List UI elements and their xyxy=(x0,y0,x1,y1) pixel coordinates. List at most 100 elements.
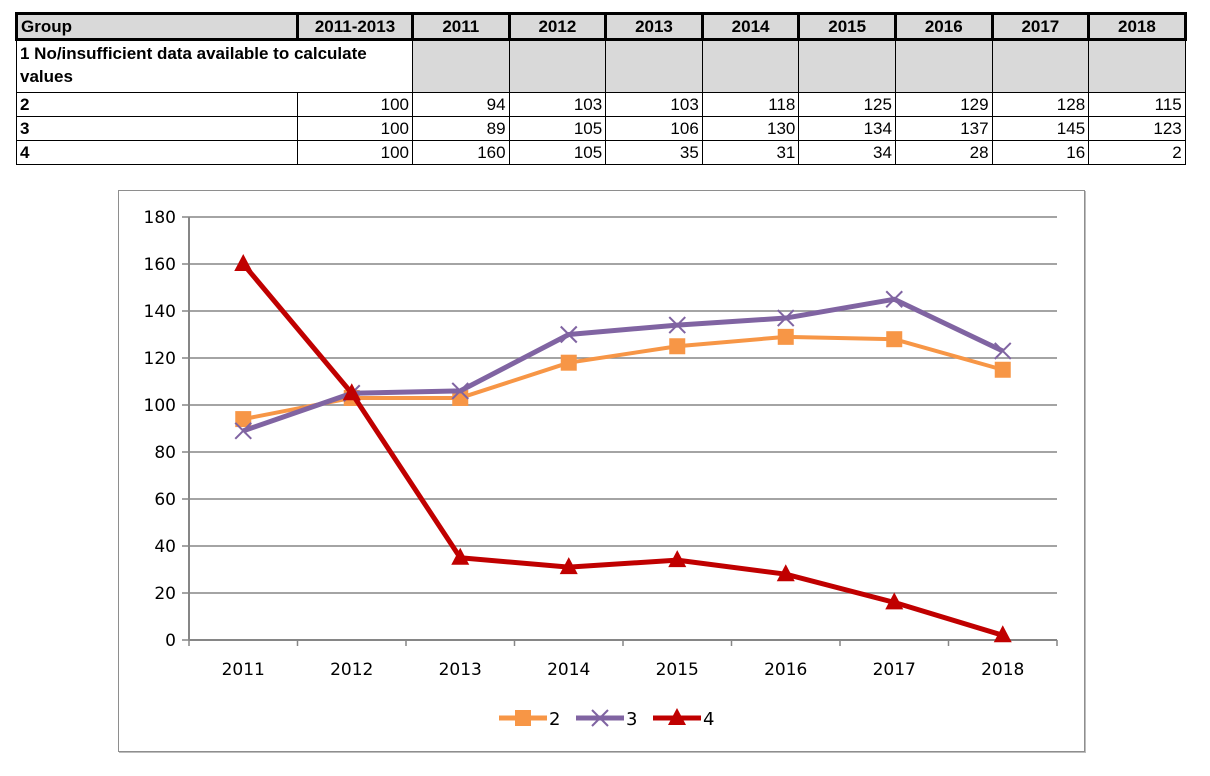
x-tick-label: 2017 xyxy=(873,660,916,680)
table-note-row: 1 No/insufficient data available to calc… xyxy=(16,39,1186,93)
empty-cell xyxy=(605,39,703,93)
y-tick-label: 160 xyxy=(144,255,176,275)
value-cell: 128 xyxy=(991,92,1090,117)
value-cell: 100 xyxy=(297,92,413,117)
value-cell: 123 xyxy=(1088,116,1186,141)
header-year: 2016 xyxy=(893,12,993,41)
empty-cell xyxy=(508,39,607,93)
empty-cell xyxy=(798,39,896,93)
value-cell: 94 xyxy=(412,92,510,117)
legend-label: 4 xyxy=(703,709,714,730)
value-cell: 105 xyxy=(508,116,607,141)
data-point-series-2 xyxy=(886,331,903,348)
value-cell: 145 xyxy=(991,116,1090,141)
data-point-series-2 xyxy=(560,354,577,371)
data-point-series-3 xyxy=(777,309,795,327)
header-base-period: 2011-2013 xyxy=(296,12,413,41)
x-tick-label: 2014 xyxy=(547,660,590,680)
table-row: 3 100 89 105 106 130 134 137 145 123 xyxy=(16,116,1186,141)
value-cell: 134 xyxy=(798,116,896,141)
y-tick-label: 120 xyxy=(144,349,176,369)
table-row: 4 100 160 105 35 31 34 28 16 2 xyxy=(16,140,1186,165)
y-tick-label: 140 xyxy=(144,302,176,322)
data-point-series-4 xyxy=(234,254,253,271)
legend-marker-3 xyxy=(591,709,609,727)
header-year: 2013 xyxy=(604,12,703,41)
value-cell: 160 xyxy=(412,140,510,165)
y-tick-label: 0 xyxy=(165,631,176,651)
data-point-series-2 xyxy=(994,361,1011,378)
y-tick-label: 100 xyxy=(144,396,176,416)
x-tick-label: 2015 xyxy=(656,660,699,680)
line-chart: 0 20 40 60 80 100 120 140 160 180 2011 2012 2013 2014… xyxy=(144,208,1058,730)
x-tick-label: 2016 xyxy=(764,660,807,680)
data-point-series-2 xyxy=(235,411,252,428)
value-cell: 105 xyxy=(508,140,607,165)
x-tick-label: 2011 xyxy=(222,660,265,680)
value-cell: 2 xyxy=(1088,140,1186,165)
data-point-series-4 xyxy=(885,592,904,610)
legend-marker-4 xyxy=(668,708,686,725)
value-cell: 100 xyxy=(297,116,413,141)
empty-cell xyxy=(1088,39,1186,93)
header-year: 2017 xyxy=(990,12,1090,41)
data-point-series-4 xyxy=(776,564,795,582)
header-group: Group xyxy=(15,12,298,41)
group-cell: 2 xyxy=(16,92,298,117)
value-cell: 125 xyxy=(798,92,896,117)
y-tick-label: 180 xyxy=(144,208,176,228)
legend-marker-2 xyxy=(515,710,531,726)
empty-cell xyxy=(701,39,800,93)
value-cell: 89 xyxy=(412,116,510,141)
x-tick-label: 2013 xyxy=(439,660,482,680)
data-point-series-2 xyxy=(777,328,794,345)
value-cell: 31 xyxy=(701,140,800,165)
data-point-series-4 xyxy=(993,625,1012,643)
series-line-4 xyxy=(241,262,1004,638)
value-cell: 35 xyxy=(605,140,703,165)
empty-cell xyxy=(894,39,993,93)
header-year: 2011 xyxy=(411,12,510,41)
data-point-series-3 xyxy=(994,342,1012,360)
y-tick-label: 60 xyxy=(154,490,176,510)
data-point-series-2 xyxy=(669,338,686,355)
data-point-series-4 xyxy=(342,383,361,401)
header-year: 2018 xyxy=(1087,12,1187,41)
header-year: 2014 xyxy=(700,12,800,41)
chart-area: 0 20 40 60 80 100 120 140 160 180 2011 2012 2013 2014… xyxy=(118,190,1085,752)
group-cell: 4 xyxy=(16,140,298,165)
y-tick-label: 40 xyxy=(154,537,176,557)
data-point-series-3 xyxy=(234,422,252,440)
value-cell: 103 xyxy=(508,92,607,117)
series-line-3 xyxy=(242,296,1004,434)
empty-cell xyxy=(412,39,510,93)
value-cell: 28 xyxy=(894,140,993,165)
value-cell: 130 xyxy=(701,116,800,141)
y-tick-label: 20 xyxy=(154,584,176,604)
value-cell: 34 xyxy=(798,140,896,165)
data-point-series-3 xyxy=(451,382,469,400)
data-point-series-4 xyxy=(559,557,578,575)
data-table: Group 2011-2013 2011 2012 2013 2014 2015… xyxy=(15,12,1187,165)
empty-cell xyxy=(991,39,1090,93)
x-tick-label: 2012 xyxy=(330,660,373,680)
data-point-series-4 xyxy=(451,547,470,565)
value-cell: 106 xyxy=(605,116,703,141)
value-cell: 118 xyxy=(701,92,800,117)
data-point-series-4 xyxy=(668,550,687,568)
table-header-row: Group 2011-2013 2011 2012 2013 2014 2015… xyxy=(15,12,1187,41)
series-line-2 xyxy=(242,334,1004,422)
legend-label: 2 xyxy=(549,709,560,730)
legend-label: 3 xyxy=(626,709,637,730)
data-point-series-3 xyxy=(560,325,578,344)
value-cell: 137 xyxy=(894,116,993,141)
group-cell: 3 xyxy=(16,116,298,141)
header-year: 2015 xyxy=(797,12,896,41)
value-cell: 16 xyxy=(991,140,1090,165)
header-year: 2012 xyxy=(507,12,607,41)
value-cell: 115 xyxy=(1088,92,1186,117)
data-point-series-3 xyxy=(668,316,686,334)
value-cell: 103 xyxy=(605,92,703,117)
y-tick-label: 80 xyxy=(154,443,176,463)
x-tick-label: 2018 xyxy=(981,660,1024,680)
